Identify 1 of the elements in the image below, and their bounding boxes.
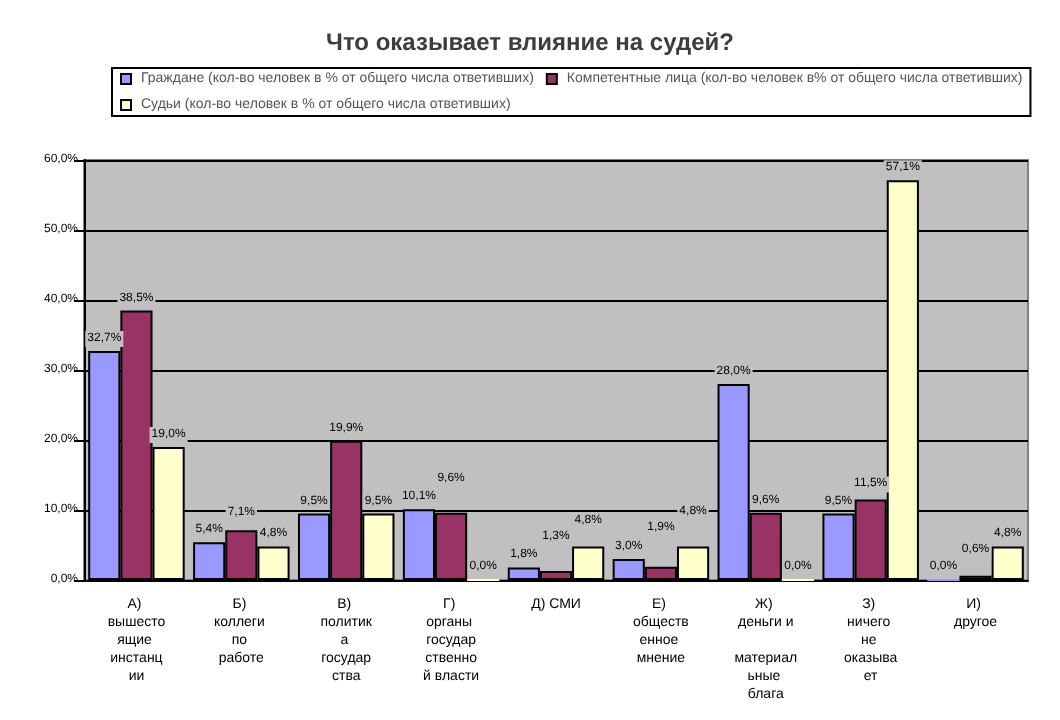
chart-title: Что оказывает влияние на судей? bbox=[326, 28, 734, 56]
